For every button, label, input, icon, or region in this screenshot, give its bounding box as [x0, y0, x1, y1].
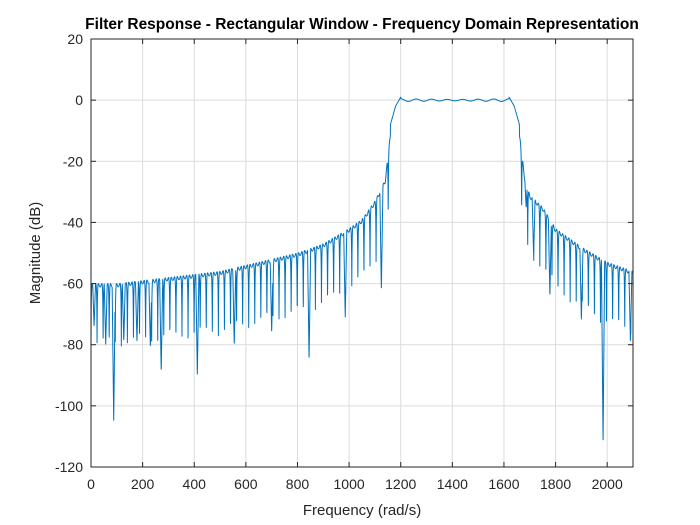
y-axis-label: Magnitude (dB) — [27, 202, 44, 305]
x-tick-label: 0 — [87, 476, 95, 492]
x-tick-label: 1200 — [385, 476, 416, 492]
axis-ticks: 0 200 400 600 800 1000 1200 1400 1600 1800 2000200… — [55, 31, 633, 492]
x-tick-label: 800 — [286, 476, 310, 492]
y-tick-label: 20 — [67, 31, 83, 47]
x-tick-label: 200 — [131, 476, 155, 492]
x-tick-label: 1600 — [488, 476, 519, 492]
x-tick-label: 2000 — [592, 476, 623, 492]
x-tick-label: 400 — [183, 476, 207, 492]
y-tick-label: -80 — [63, 337, 83, 353]
y-tick-label: -120 — [55, 459, 83, 475]
chart-title: Filter Response - Rectangular Window - F… — [85, 16, 639, 33]
x-tick-label: 1400 — [437, 476, 468, 492]
x-axis-label: Frequency (rad/s) — [303, 502, 421, 519]
y-tick-label: 0 — [75, 92, 83, 108]
series-layer — [90, 96, 634, 441]
y-tick-label: -60 — [63, 276, 83, 292]
y-tick-label: -20 — [63, 153, 83, 169]
y-tick-label: -40 — [63, 214, 83, 230]
x-tick-label: 600 — [234, 476, 258, 492]
y-tick-label: -100 — [55, 398, 83, 414]
plot-area — [90, 38, 634, 468]
x-tick-label: 1800 — [540, 476, 571, 492]
x-tick-label: 1000 — [334, 476, 365, 492]
series-line-magnitude — [90, 96, 634, 441]
